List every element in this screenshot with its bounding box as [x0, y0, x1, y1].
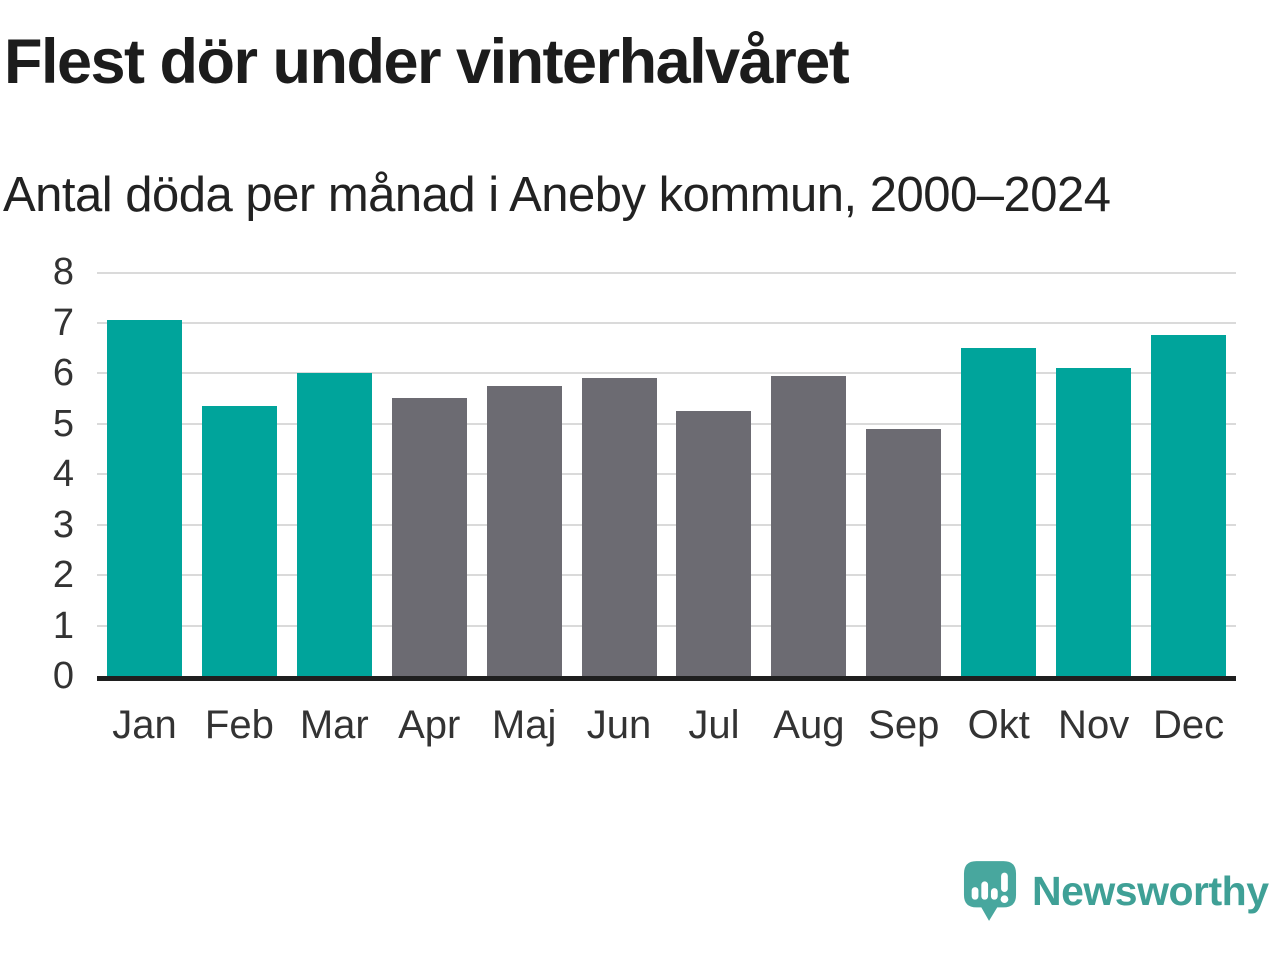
x-tick-label-nov: Nov	[1058, 703, 1130, 747]
bar-nov	[1056, 367, 1132, 676]
gridline-5	[97, 422, 1236, 425]
bar-aug	[771, 375, 847, 676]
y-tick-label-5: 5	[52, 402, 74, 445]
bar-jul	[676, 410, 752, 676]
chart-title: Flest dör under vinterhalvåret	[4, 27, 850, 97]
bar-apr	[391, 398, 467, 676]
x-tick-label-jun: Jun	[586, 703, 652, 747]
x-tick-label-apr: Apr	[398, 703, 461, 747]
y-tick-label-8: 8	[52, 251, 74, 293]
x-tick-label-jul: Jul	[688, 703, 740, 747]
gridline-6	[97, 372, 1236, 374]
y-tick-label-3: 3	[52, 503, 74, 546]
y-tick-label-6: 6	[52, 352, 74, 394]
newsworthy-brand-name: Newsworthy	[1032, 867, 1269, 914]
y-tick-label-0: 0	[52, 655, 74, 697]
x-tick-label-maj: Maj	[491, 703, 557, 747]
gridline-3	[97, 523, 1236, 526]
newsworthy-logo-icon	[963, 861, 1017, 921]
x-tick-label-sep: Sep	[868, 703, 940, 747]
gridline-2	[97, 574, 1236, 576]
bar-dec	[1151, 335, 1227, 676]
bar-jun	[581, 378, 657, 676]
bar-sep	[866, 428, 942, 676]
x-tick-label-mar: Mar	[299, 703, 369, 747]
x-tick-label-jan: Jan	[112, 703, 177, 747]
gridline-4	[97, 473, 1236, 475]
bar-jan	[106, 319, 182, 676]
chart-subtitle: Antal döda per månad i Aneby kommun, 200…	[3, 168, 1111, 222]
y-tick-label-4: 4	[52, 453, 74, 495]
gridline-1	[97, 624, 1236, 627]
y-tick-label-1: 1	[52, 604, 74, 647]
x-tick-label-feb: Feb	[204, 703, 274, 747]
plot-area	[97, 272, 1236, 681]
bar-okt	[961, 347, 1037, 676]
bar-maj	[486, 385, 562, 676]
y-tick-label-2: 2	[52, 554, 74, 596]
bar-feb	[201, 405, 277, 676]
y-tick-label-7: 7	[52, 301, 74, 344]
gridline-7	[97, 321, 1236, 324]
newsworthy-logo: Newsworthy	[963, 860, 1269, 922]
x-tick-label-okt: Okt	[967, 703, 1030, 747]
gridline-8	[97, 272, 1236, 274]
bar-mar	[296, 373, 372, 676]
x-tick-label-aug: Aug	[773, 703, 845, 747]
x-tick-label-dec: Dec	[1152, 703, 1225, 747]
